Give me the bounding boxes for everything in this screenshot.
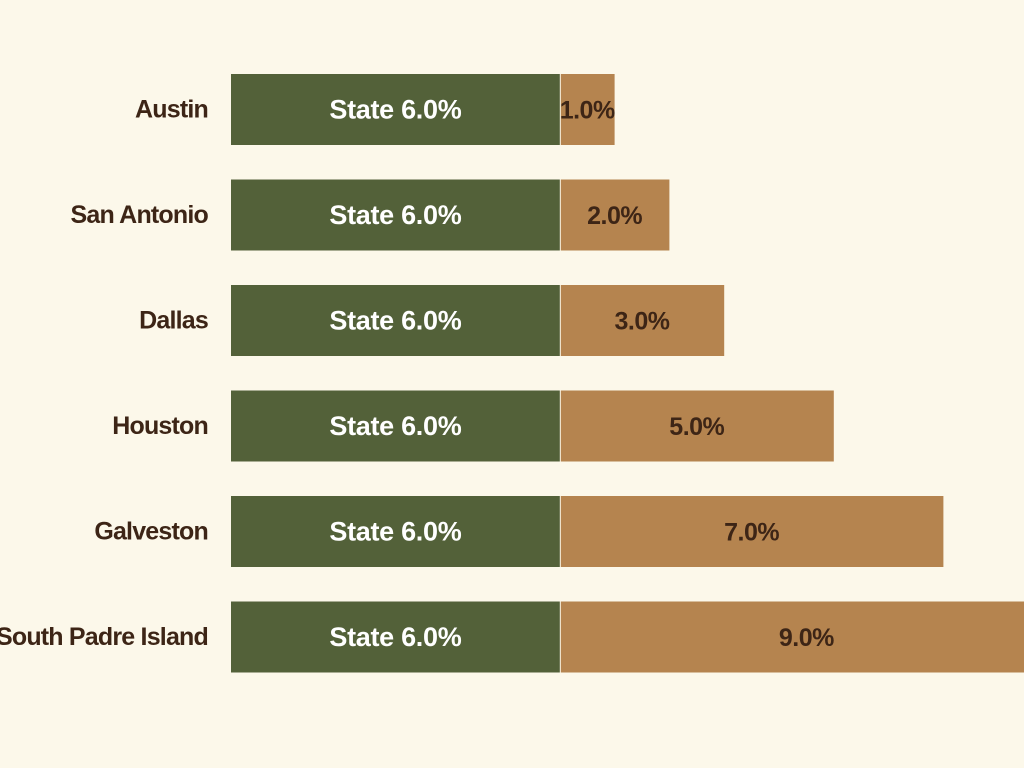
state-value-label-galveston: State 6.0% <box>329 517 461 547</box>
category-label-houston: Houston <box>112 412 208 440</box>
local-value-label-south-padre-island: 9.0% <box>779 624 834 652</box>
bar-state-san-antonio <box>231 179 560 251</box>
category-label-south-padre-island: South Padre Island <box>0 623 208 651</box>
bar-state-galveston <box>231 496 560 567</box>
local-value-label-san-antonio: 2.0% <box>587 202 642 230</box>
bar-state-austin <box>231 74 560 145</box>
bar-local-dallas <box>560 285 725 356</box>
bar-state-dallas <box>231 285 560 356</box>
bar-local-san-antonio <box>560 179 670 251</box>
bar-local-south-padre-island <box>560 601 1024 673</box>
local-value-label-austin: 1.0% <box>560 97 615 125</box>
state-value-label-austin: State 6.0% <box>329 95 461 125</box>
category-label-dallas: Dallas <box>139 307 208 335</box>
bar-local-galveston <box>560 496 944 567</box>
local-value-label-dallas: 3.0% <box>615 308 670 336</box>
bar-state-houston <box>231 390 560 462</box>
bar-state-south-padre-island <box>231 601 560 673</box>
bar-local-austin <box>560 74 615 145</box>
bar-local-houston <box>560 390 834 462</box>
state-value-label-dallas: State 6.0% <box>329 306 461 336</box>
state-value-label-houston: State 6.0% <box>329 411 461 441</box>
local-value-label-houston: 5.0% <box>669 413 724 441</box>
category-label-san-antonio: San Antonio <box>71 201 209 229</box>
category-label-galveston: Galveston <box>94 518 208 546</box>
state-value-label-south-padre-island: State 6.0% <box>329 622 461 652</box>
labels-layer: Austin State 6.0% 1.0% San Antonio State 6.0… <box>0 95 835 653</box>
category-label-austin: Austin <box>135 96 208 124</box>
state-value-label-san-antonio: State 6.0% <box>329 200 461 230</box>
local-value-label-galveston: 7.0% <box>724 519 779 547</box>
bars-layer <box>231 74 1024 673</box>
